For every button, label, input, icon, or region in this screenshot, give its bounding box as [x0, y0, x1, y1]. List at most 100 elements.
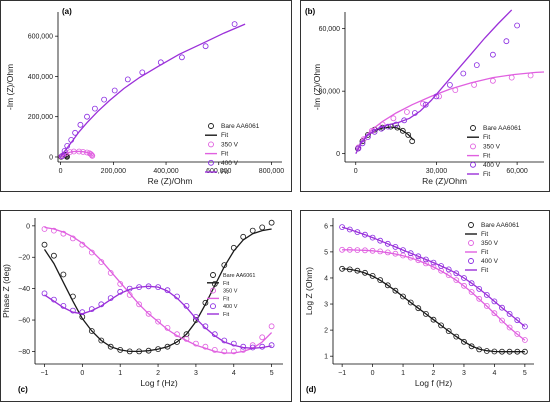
data-point: [420, 100, 426, 107]
x-tick-label: 0: [371, 370, 375, 377]
legend-marker-swatch: [210, 303, 216, 310]
data-point: [362, 231, 368, 238]
data-point: [259, 334, 266, 341]
data-point: [377, 277, 384, 284]
data-point: [230, 340, 237, 347]
data-point: [476, 295, 483, 302]
x-tick-label: −1: [40, 370, 48, 377]
data-point: [41, 241, 48, 248]
panel-label: (c): [18, 385, 28, 394]
x-axis-label: Log f (Hz): [415, 378, 452, 388]
data-point: [491, 310, 498, 317]
x-tick-label: 4: [232, 370, 236, 377]
data-point: [499, 317, 505, 324]
legend-marker-swatch: [208, 123, 214, 129]
data-point: [422, 256, 429, 263]
data-point: [117, 280, 124, 287]
x-tick-label: 5: [270, 370, 274, 377]
x-tick-label: 3: [194, 370, 198, 377]
data-point: [527, 72, 534, 79]
data-point: [430, 259, 437, 266]
data-point: [403, 109, 410, 115]
data-point: [145, 310, 152, 317]
series-line: [356, 71, 545, 150]
data-point: [178, 54, 185, 61]
data-point: [446, 82, 453, 88]
data-point: [139, 69, 146, 76]
x-tick-label: 2: [432, 370, 436, 377]
legend-entry: Bare AA6061: [481, 222, 520, 229]
panel-1: 0 30,000 60,000 0 30,000 60,000 Re (Z)/Ohm -Im …: [300, 0, 550, 192]
data-point: [438, 322, 445, 329]
data-point: [92, 105, 98, 112]
y-tick-label: −40: [18, 286, 30, 293]
legend-entry: Bare AA6061: [223, 273, 255, 279]
x-tick-label: 3: [462, 370, 466, 377]
y-tick-label: 6: [324, 223, 328, 230]
x-tick-label: 0: [59, 168, 63, 175]
y-tick-label: 1: [324, 354, 328, 361]
legend-marker-swatch: [470, 143, 476, 150]
series-line: [341, 226, 526, 328]
legend-entry: Fit: [223, 312, 230, 318]
legend-marker-swatch: [208, 141, 214, 148]
x-axis-label: Re (Z)/Ohm: [148, 176, 193, 186]
legend-entry: Fit: [221, 151, 228, 158]
data-point: [155, 318, 162, 325]
data-point: [422, 260, 429, 267]
series-line: [342, 267, 525, 353]
data-point: [346, 226, 353, 233]
data-point: [355, 145, 362, 152]
data-point: [354, 229, 361, 236]
legend-entry: Fit: [221, 132, 228, 139]
legend-marker-swatch: [210, 272, 216, 278]
legend-marker-swatch: [468, 240, 474, 246]
series-line: [43, 228, 272, 353]
x-tick-label: 4: [492, 370, 496, 377]
data-point: [393, 121, 400, 128]
series-line: [60, 150, 93, 158]
data-point: [88, 151, 94, 158]
data-point: [438, 263, 445, 269]
data-point: [174, 339, 180, 345]
x-tick-label: 0: [354, 168, 358, 175]
legend-entry: Fit: [483, 171, 490, 178]
data-point: [77, 121, 84, 128]
legend-marker-swatch: [468, 222, 474, 228]
data-point: [98, 337, 105, 344]
data-point: [522, 337, 528, 343]
data-point: [60, 271, 67, 278]
data-point: [453, 270, 460, 277]
series-line: [342, 249, 526, 341]
legend-marker-swatch: [470, 161, 476, 168]
data-point: [259, 224, 266, 231]
data-point: [51, 227, 57, 234]
legend-marker-swatch: [208, 159, 214, 166]
x-tick-label: 2: [156, 370, 160, 377]
x-tick-label: −1: [338, 370, 346, 377]
legend-entry: 400 V: [483, 162, 501, 169]
data-point: [89, 152, 96, 159]
series-line: [44, 285, 272, 349]
y-axis-label: -Im (Z)/Ohm: [312, 64, 322, 110]
data-point: [453, 333, 460, 340]
data-point: [415, 253, 422, 260]
y-tick-label: 600,000: [28, 34, 53, 41]
data-point: [476, 285, 483, 292]
legend-entry: 350 V: [223, 289, 238, 295]
legend-entry: Fit: [481, 249, 488, 256]
x-tick-label: 1: [118, 370, 122, 377]
y-axis-label: Log Z (Ohm): [304, 267, 314, 315]
y-tick-label: 0: [49, 154, 53, 161]
data-point: [506, 310, 513, 317]
legend-entry: Fit: [223, 281, 230, 287]
data-point: [384, 240, 391, 247]
data-point: [369, 272, 376, 279]
legend-marker-swatch: [468, 258, 474, 264]
data-point: [364, 131, 371, 138]
data-point: [392, 287, 399, 294]
data-point: [514, 331, 521, 337]
legend-entry: Bare AA6061: [221, 123, 260, 130]
data-point: [88, 152, 95, 158]
